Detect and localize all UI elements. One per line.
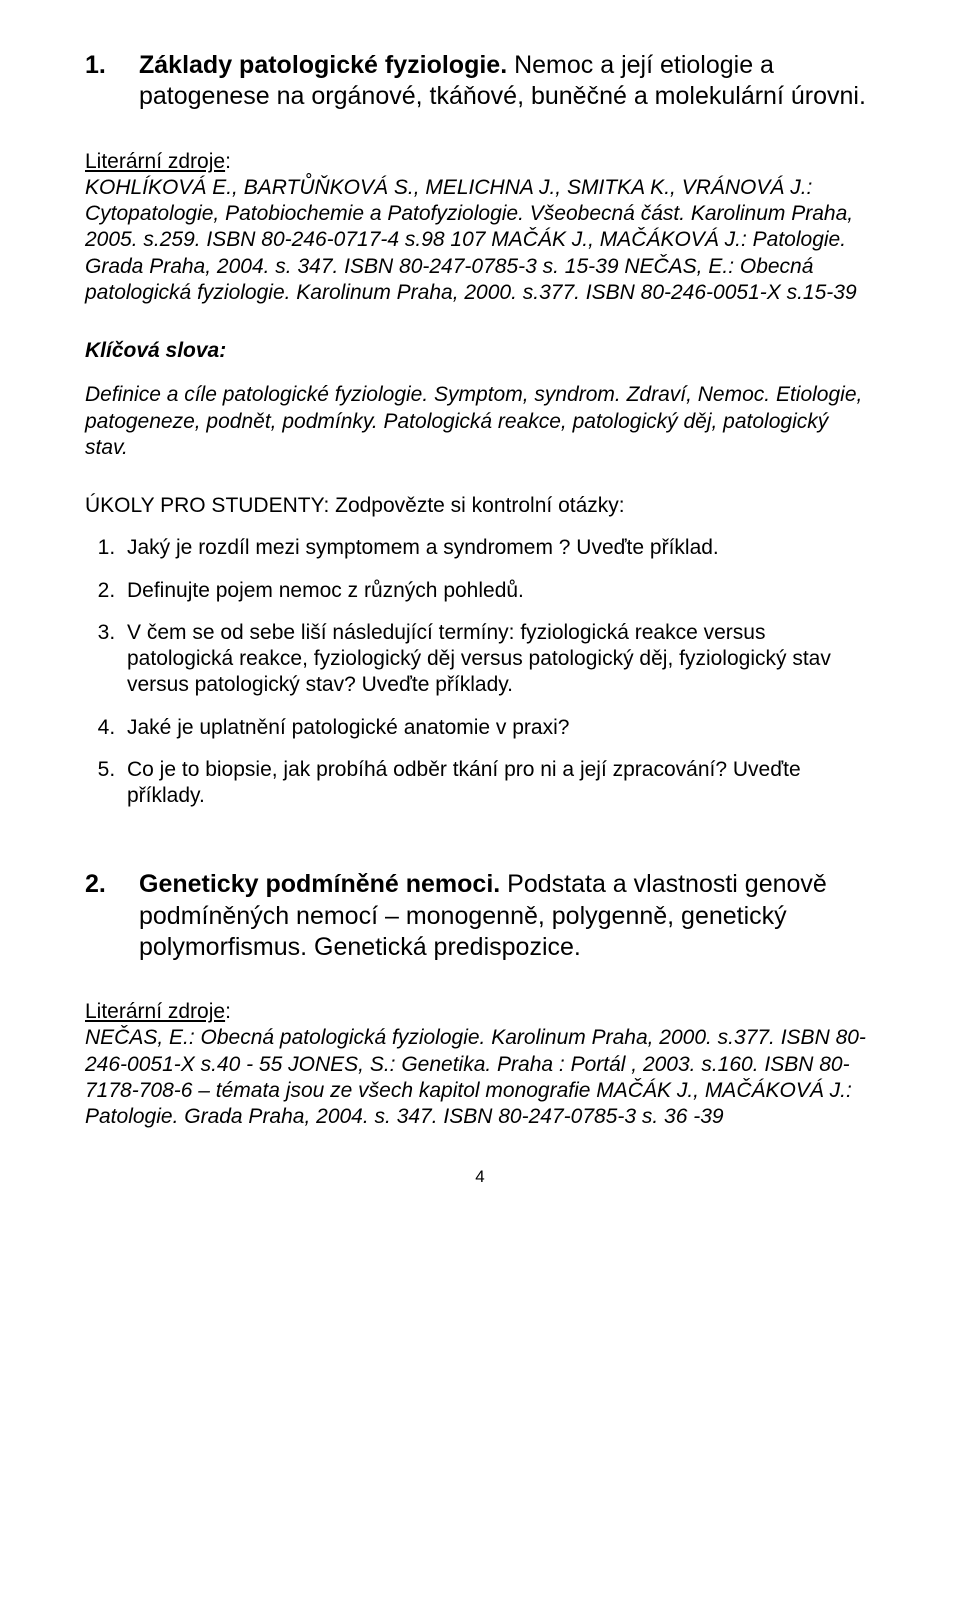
literature-label-underline: Literární zdroje: [85, 150, 225, 173]
task-item: V čem se od sebe liší následující termín…: [121, 620, 875, 699]
task-item: Co je to biopsie, jak probíhá odběr tkán…: [121, 757, 875, 810]
section-1-title-bold: Základy patologické fyziologie.: [139, 51, 507, 79]
literature-label: Literární zdroje:: [85, 149, 875, 175]
section-2-title-bold: Geneticky podmíněné nemoci.: [139, 870, 500, 898]
literature-label-underline: Literární zdroje: [85, 1000, 225, 1023]
section-1-tasks-block: ÚKOLY PRO STUDENTY: Zodpovězte si kontro…: [85, 493, 875, 809]
tasks-list: Jaký je rozdíl mezi symptomem a syndrome…: [85, 535, 875, 809]
section-2-literature-block: Literární zdroje: NEČAS, E.: Obecná pato…: [85, 999, 875, 1130]
section-2-heading: 2. Geneticky podmíněné nemoci. Podstata …: [85, 869, 875, 963]
section-1-heading: 1. Základy patologické fyziologie. Nemoc…: [85, 50, 875, 113]
task-item: Jaký je rozdíl mezi symptomem a syndrome…: [121, 535, 875, 561]
literature-label: Literární zdroje:: [85, 999, 875, 1025]
section-1-keywords-text: Definice a cíle patologické fyziologie. …: [85, 382, 875, 461]
section-1-literature-text: KOHLÍKOVÁ E., BARTŮŇKOVÁ S., MELICHNA J.…: [85, 175, 875, 306]
section-2-title: Geneticky podmíněné nemoci. Podstata a v…: [139, 869, 875, 963]
tasks-intro: ÚKOLY PRO STUDENTY: Zodpovězte si kontro…: [85, 493, 875, 519]
literature-label-colon: :: [225, 1000, 231, 1023]
section-1-literature-block: Literární zdroje: KOHLÍKOVÁ E., BARTŮŇKO…: [85, 149, 875, 307]
task-item: Definujte pojem nemoc z různých pohledů.: [121, 578, 875, 604]
section-1-keywords-block: Klíčová slova: Definice a cíle patologic…: [85, 338, 875, 461]
section-2-literature-text: NEČAS, E.: Obecná patologická fyziologie…: [85, 1025, 875, 1130]
section-1-number: 1.: [85, 50, 139, 81]
literature-label-colon: :: [225, 150, 231, 173]
section-1-title: Základy patologické fyziologie. Nemoc a …: [139, 50, 875, 113]
page-number: 4: [85, 1166, 875, 1187]
section-2-number: 2.: [85, 869, 139, 900]
keywords-label: Klíčová slova:: [85, 338, 875, 364]
task-item: Jaké je uplatnění patologické anatomie v…: [121, 715, 875, 741]
